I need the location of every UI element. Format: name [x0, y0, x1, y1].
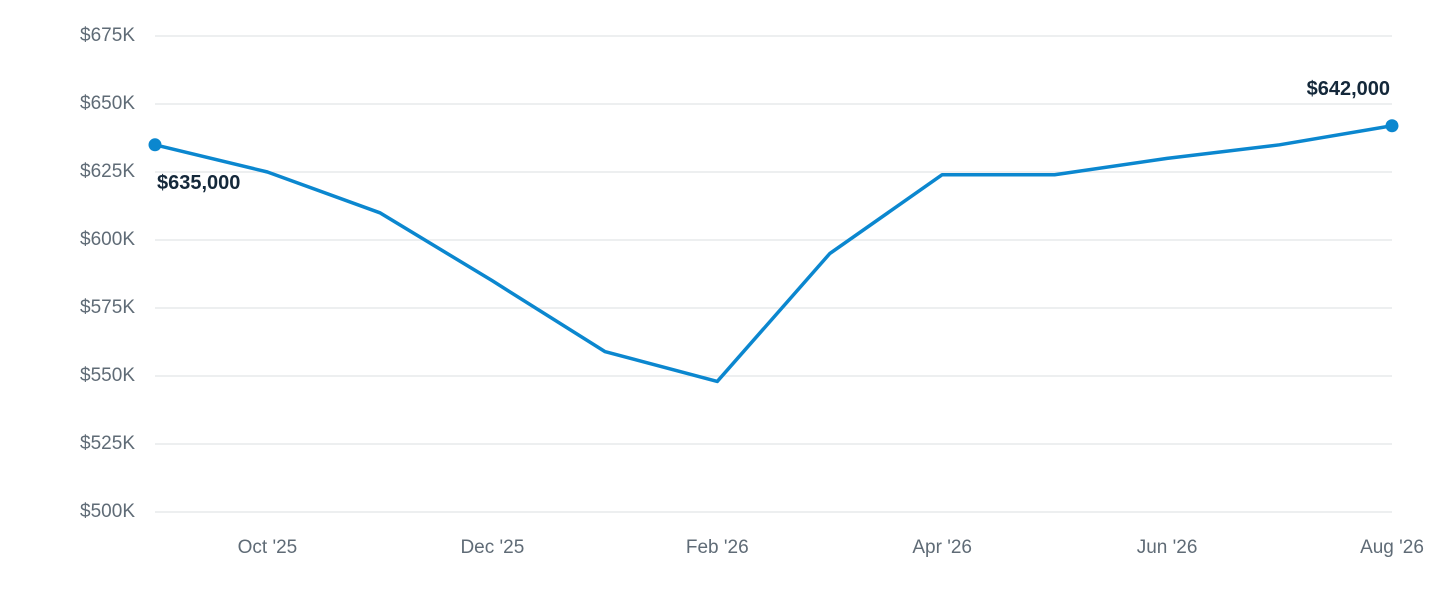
y-tick-label: $600K — [80, 229, 135, 250]
x-tick-label: Dec '25 — [460, 537, 524, 558]
point — [1385, 119, 1399, 133]
value-label: $642,000 — [1307, 78, 1390, 100]
x-tick-label: Jun '26 — [1137, 537, 1198, 558]
line — [154, 124, 1393, 384]
y-tick-label: $525K — [80, 433, 135, 454]
value-label: $635,000 — [157, 172, 240, 194]
point — [148, 138, 162, 152]
x-tick-label: Feb '26 — [686, 537, 749, 558]
y-tick-label: $675K — [80, 25, 135, 46]
x-tick-label: Oct '25 — [238, 537, 298, 558]
y-tick-label: $550K — [80, 365, 135, 386]
x-tick-label: Aug '26 — [1360, 537, 1424, 558]
y-tick-label: $575K — [80, 297, 135, 318]
y-tick-label: $625K — [80, 161, 135, 182]
y-tick-label: $650K — [80, 93, 135, 114]
x-tick-label: Apr '26 — [912, 537, 972, 558]
y-tick-label: $500K — [80, 501, 135, 522]
